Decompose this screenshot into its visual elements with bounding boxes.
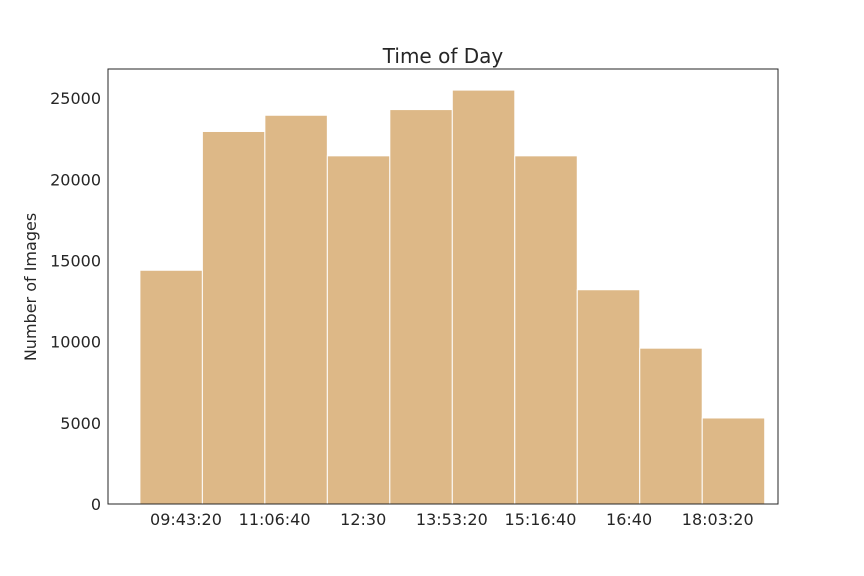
histogram-bar-3: [264, 114, 328, 505]
histogram-bar-9: [639, 347, 703, 505]
chart-title: Time of Day: [382, 44, 504, 68]
x-tick-labels: 09:43:20 11:06:40 12:30 13:53:20 15:16:40 16:…: [150, 510, 754, 529]
y-tick-label: 15000: [50, 252, 101, 271]
y-axis-label: Number of Images: [21, 213, 40, 361]
y-tick-label: 20000: [50, 170, 101, 189]
y-tick-label: 25000: [50, 89, 101, 108]
y-tick-label: 0: [91, 495, 101, 514]
bars-group: [139, 89, 766, 505]
histogram-bar-4: [326, 155, 391, 505]
x-tick-label: 16:40: [606, 510, 652, 529]
histogram-bar-6: [451, 89, 516, 505]
x-tick-label: 18:03:20: [682, 510, 754, 529]
y-tick-labels: 0 5000 10000 15000 20000 25000: [50, 89, 101, 514]
x-tick-label: 15:16:40: [505, 510, 577, 529]
x-tick-label: 12:30: [340, 510, 386, 529]
x-tick-label: 11:06:40: [239, 510, 311, 529]
histogram-bar-1: [139, 269, 203, 505]
histogram-bar-2: [201, 130, 266, 505]
x-tick-label: 13:53:20: [416, 510, 488, 529]
histogram-bar-7: [514, 155, 578, 505]
y-tick-label: 10000: [50, 333, 101, 352]
histogram-bar-8: [576, 289, 641, 505]
plot-frame: [107, 68, 779, 505]
y-tick-label: 5000: [60, 414, 101, 433]
histogram-bar-5: [389, 109, 453, 505]
histogram-bar-10: [701, 417, 766, 505]
x-tick-label: 09:43:20: [150, 510, 222, 529]
